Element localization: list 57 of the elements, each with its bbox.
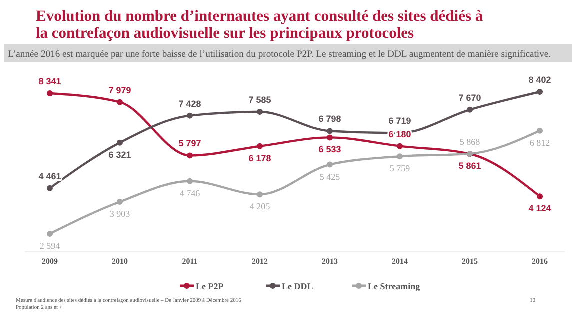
chart-subtitle: L’année 2016 est marquée par une forte baisse de l’utilisation du protocole P2P. Le streaming et le DDL augmentent de manière significative. [8, 49, 552, 60]
point [117, 99, 123, 106]
x-tick-label: 2012 [252, 257, 268, 266]
point [117, 198, 123, 205]
point [397, 143, 403, 150]
point [257, 108, 263, 115]
data-label: 8 341 [38, 76, 62, 86]
point [187, 112, 193, 119]
x-tick-label: 2014 [392, 257, 408, 266]
point [257, 192, 263, 198]
data-label: 2 594 [40, 241, 61, 251]
legend-label: Le P2P [196, 282, 224, 292]
data-label: 4 124 [528, 204, 552, 214]
point [537, 89, 543, 95]
point [327, 128, 333, 134]
legend-label: Le Streaming [368, 282, 421, 292]
data-label: 6 798 [318, 114, 342, 124]
x-tick-label: 2011 [182, 257, 198, 266]
data-label: 4 746 [180, 188, 201, 198]
data-label: 6 812 [530, 138, 550, 148]
point [117, 140, 123, 146]
data-label: 5 797 [178, 138, 202, 149]
data-label: 7 585 [248, 94, 272, 105]
point [537, 128, 543, 134]
x-tick-label: 2015 [462, 257, 478, 266]
point [187, 178, 193, 184]
point [467, 106, 473, 113]
x-tick-label: 2010 [112, 257, 128, 266]
data-label: 6 719 [388, 116, 412, 126]
point [257, 143, 263, 150]
data-label: 7 428 [178, 98, 202, 109]
point [187, 152, 193, 159]
data-label: 3 903 [110, 208, 131, 219]
data-label: 5 759 [390, 164, 411, 174]
chart-title: Evolution du nombre d’internautes ayant consulté des sites dédiés à la contrefaçon audiovisuelle sur les principaux protocoles [36, 8, 484, 42]
x-tick-label: 2009 [42, 257, 58, 266]
data-label: 5 425 [320, 172, 341, 182]
data-label: 4 205 [250, 202, 271, 212]
point [47, 90, 53, 96]
data-label: 6 533 [318, 144, 342, 155]
legend-label: Le DDL [282, 282, 314, 292]
data-label: 7 979 [108, 85, 132, 96]
data-label: 8 402 [528, 75, 552, 85]
data-label: 6 178 [248, 153, 272, 164]
data-label: 4 461 [38, 171, 62, 182]
point [397, 154, 403, 160]
point [537, 194, 543, 200]
data-label: 5 868 [460, 136, 481, 147]
data-label: 5 861 [458, 161, 482, 172]
data-label: 6 321 [108, 150, 132, 160]
point [327, 134, 333, 141]
data-label: 7 670 [458, 92, 482, 103]
point [47, 231, 53, 237]
x-tick-label: 2016 [532, 257, 548, 266]
x-tick-label: 2013 [322, 257, 338, 266]
point [47, 185, 53, 192]
point [327, 162, 333, 168]
